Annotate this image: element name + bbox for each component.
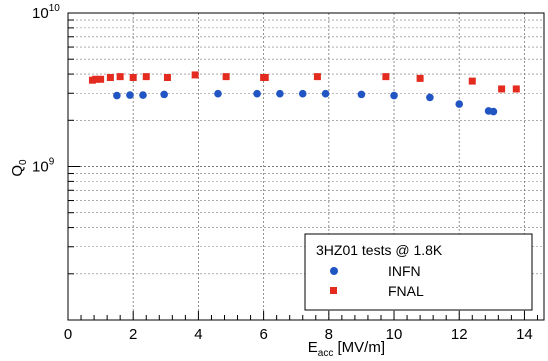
y-tick-label: 1010 [32, 3, 60, 22]
data-point-infn [426, 93, 434, 102]
x-axis-title: Eacc [MV/m] [308, 339, 385, 359]
legend-label-infn: INFN [388, 263, 421, 279]
data-point-infn [455, 100, 464, 108]
y-tick-label: 109 [32, 157, 55, 176]
data-point-infn [390, 91, 398, 100]
data-point-fnal [97, 75, 105, 83]
data-point-fnal [92, 75, 100, 83]
data-point-infn [321, 89, 330, 98]
legend-marker-fnal [330, 287, 337, 294]
data-point-fnal [468, 77, 476, 85]
data-point-fnal [416, 74, 424, 82]
data-point-fnal [129, 74, 137, 82]
axis-ticks [67, 19, 538, 321]
y-tick-labels: 109 1010 [32, 3, 60, 176]
legend: 3HZ01 tests @ 1.8K INFN FNAL [304, 233, 533, 311]
data-point-infn [214, 89, 222, 98]
grid [68, 13, 544, 320]
legend-box [304, 233, 533, 311]
data-point-fnal [222, 73, 230, 81]
data-point-fnal [116, 73, 124, 81]
data-point-fnal [498, 85, 506, 93]
data-point-fnal [142, 73, 150, 81]
data-points [88, 71, 520, 116]
data-point-infn [113, 91, 121, 100]
legend-label-fnal: FNAL [388, 283, 424, 299]
x-tick-labels: 0 2 4 6 8 10 12 14 [64, 326, 533, 343]
data-point-fnal [163, 74, 171, 82]
data-point-infn [139, 91, 147, 99]
x-tick-label: 10 [386, 326, 403, 343]
x-tick-label: 6 [259, 326, 267, 343]
x-tick-label: 4 [194, 326, 202, 343]
x-tick-label: 0 [64, 326, 72, 343]
data-point-fnal [191, 71, 199, 79]
y-axis-title: Q0 [9, 159, 29, 177]
data-point-infn [126, 91, 134, 99]
data-point-infn [357, 90, 366, 99]
x-tick-label: 8 [325, 326, 333, 343]
data-point-infn [253, 89, 261, 98]
data-point-fnal [512, 85, 520, 93]
data-point-fnal [382, 73, 390, 81]
data-point-fnal [313, 73, 321, 81]
data-point-infn [298, 89, 307, 98]
data-point-infn [160, 90, 168, 99]
x-tick-label: 14 [516, 326, 533, 343]
legend-marker-infn [330, 267, 338, 275]
data-point-infn [489, 107, 498, 116]
legend-title: 3HZ01 tests @ 1.8K [316, 242, 443, 258]
x-tick-label: 12 [451, 326, 468, 343]
data-point-infn [276, 89, 284, 98]
x-tick-label: 2 [129, 326, 137, 343]
data-point-fnal [261, 74, 269, 82]
data-point-fnal [106, 74, 114, 82]
